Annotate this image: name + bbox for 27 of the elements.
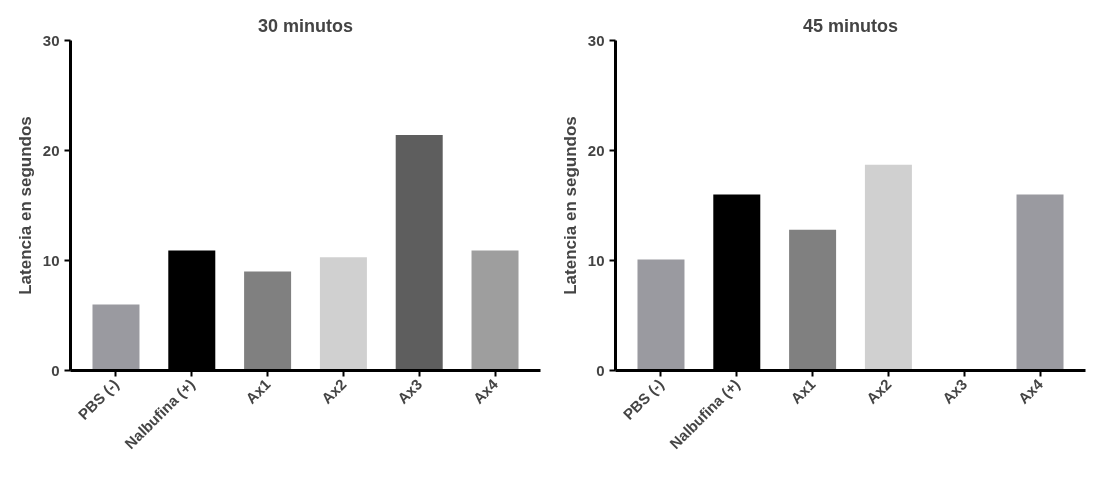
bar <box>637 259 685 371</box>
y-tick-label: 10 <box>587 251 605 269</box>
bar <box>1016 194 1064 371</box>
bar <box>789 229 837 371</box>
chart-title: 30 minutos <box>257 15 354 36</box>
bar <box>395 135 443 371</box>
y-tick-label: 0 <box>51 361 60 379</box>
x-tick-label: Ax2 <box>862 375 895 407</box>
bar <box>319 257 367 371</box>
x-tick-label: Ax2 <box>317 375 350 407</box>
bar <box>864 164 912 371</box>
bar <box>471 250 519 371</box>
y-tick-label: 20 <box>42 141 60 159</box>
y-tick-label: 30 <box>42 31 60 49</box>
y-tick-label: 0 <box>596 361 605 379</box>
y-tick-label: 30 <box>587 31 605 49</box>
chart-title: 45 minutos <box>802 15 899 36</box>
x-tick-label: Ax3 <box>938 375 971 407</box>
bar <box>92 304 140 371</box>
x-tick-label: Ax3 <box>393 375 426 407</box>
y-tick-label: 20 <box>587 141 605 159</box>
bar <box>244 271 292 371</box>
y-axis-title: Latencia en segundos <box>15 116 35 295</box>
x-tick-label: Ax1 <box>787 375 819 407</box>
y-axis-title: Latencia en segundos <box>560 116 580 295</box>
y-tick-label: 10 <box>42 251 60 269</box>
x-tick-label: Ax1 <box>242 375 274 407</box>
